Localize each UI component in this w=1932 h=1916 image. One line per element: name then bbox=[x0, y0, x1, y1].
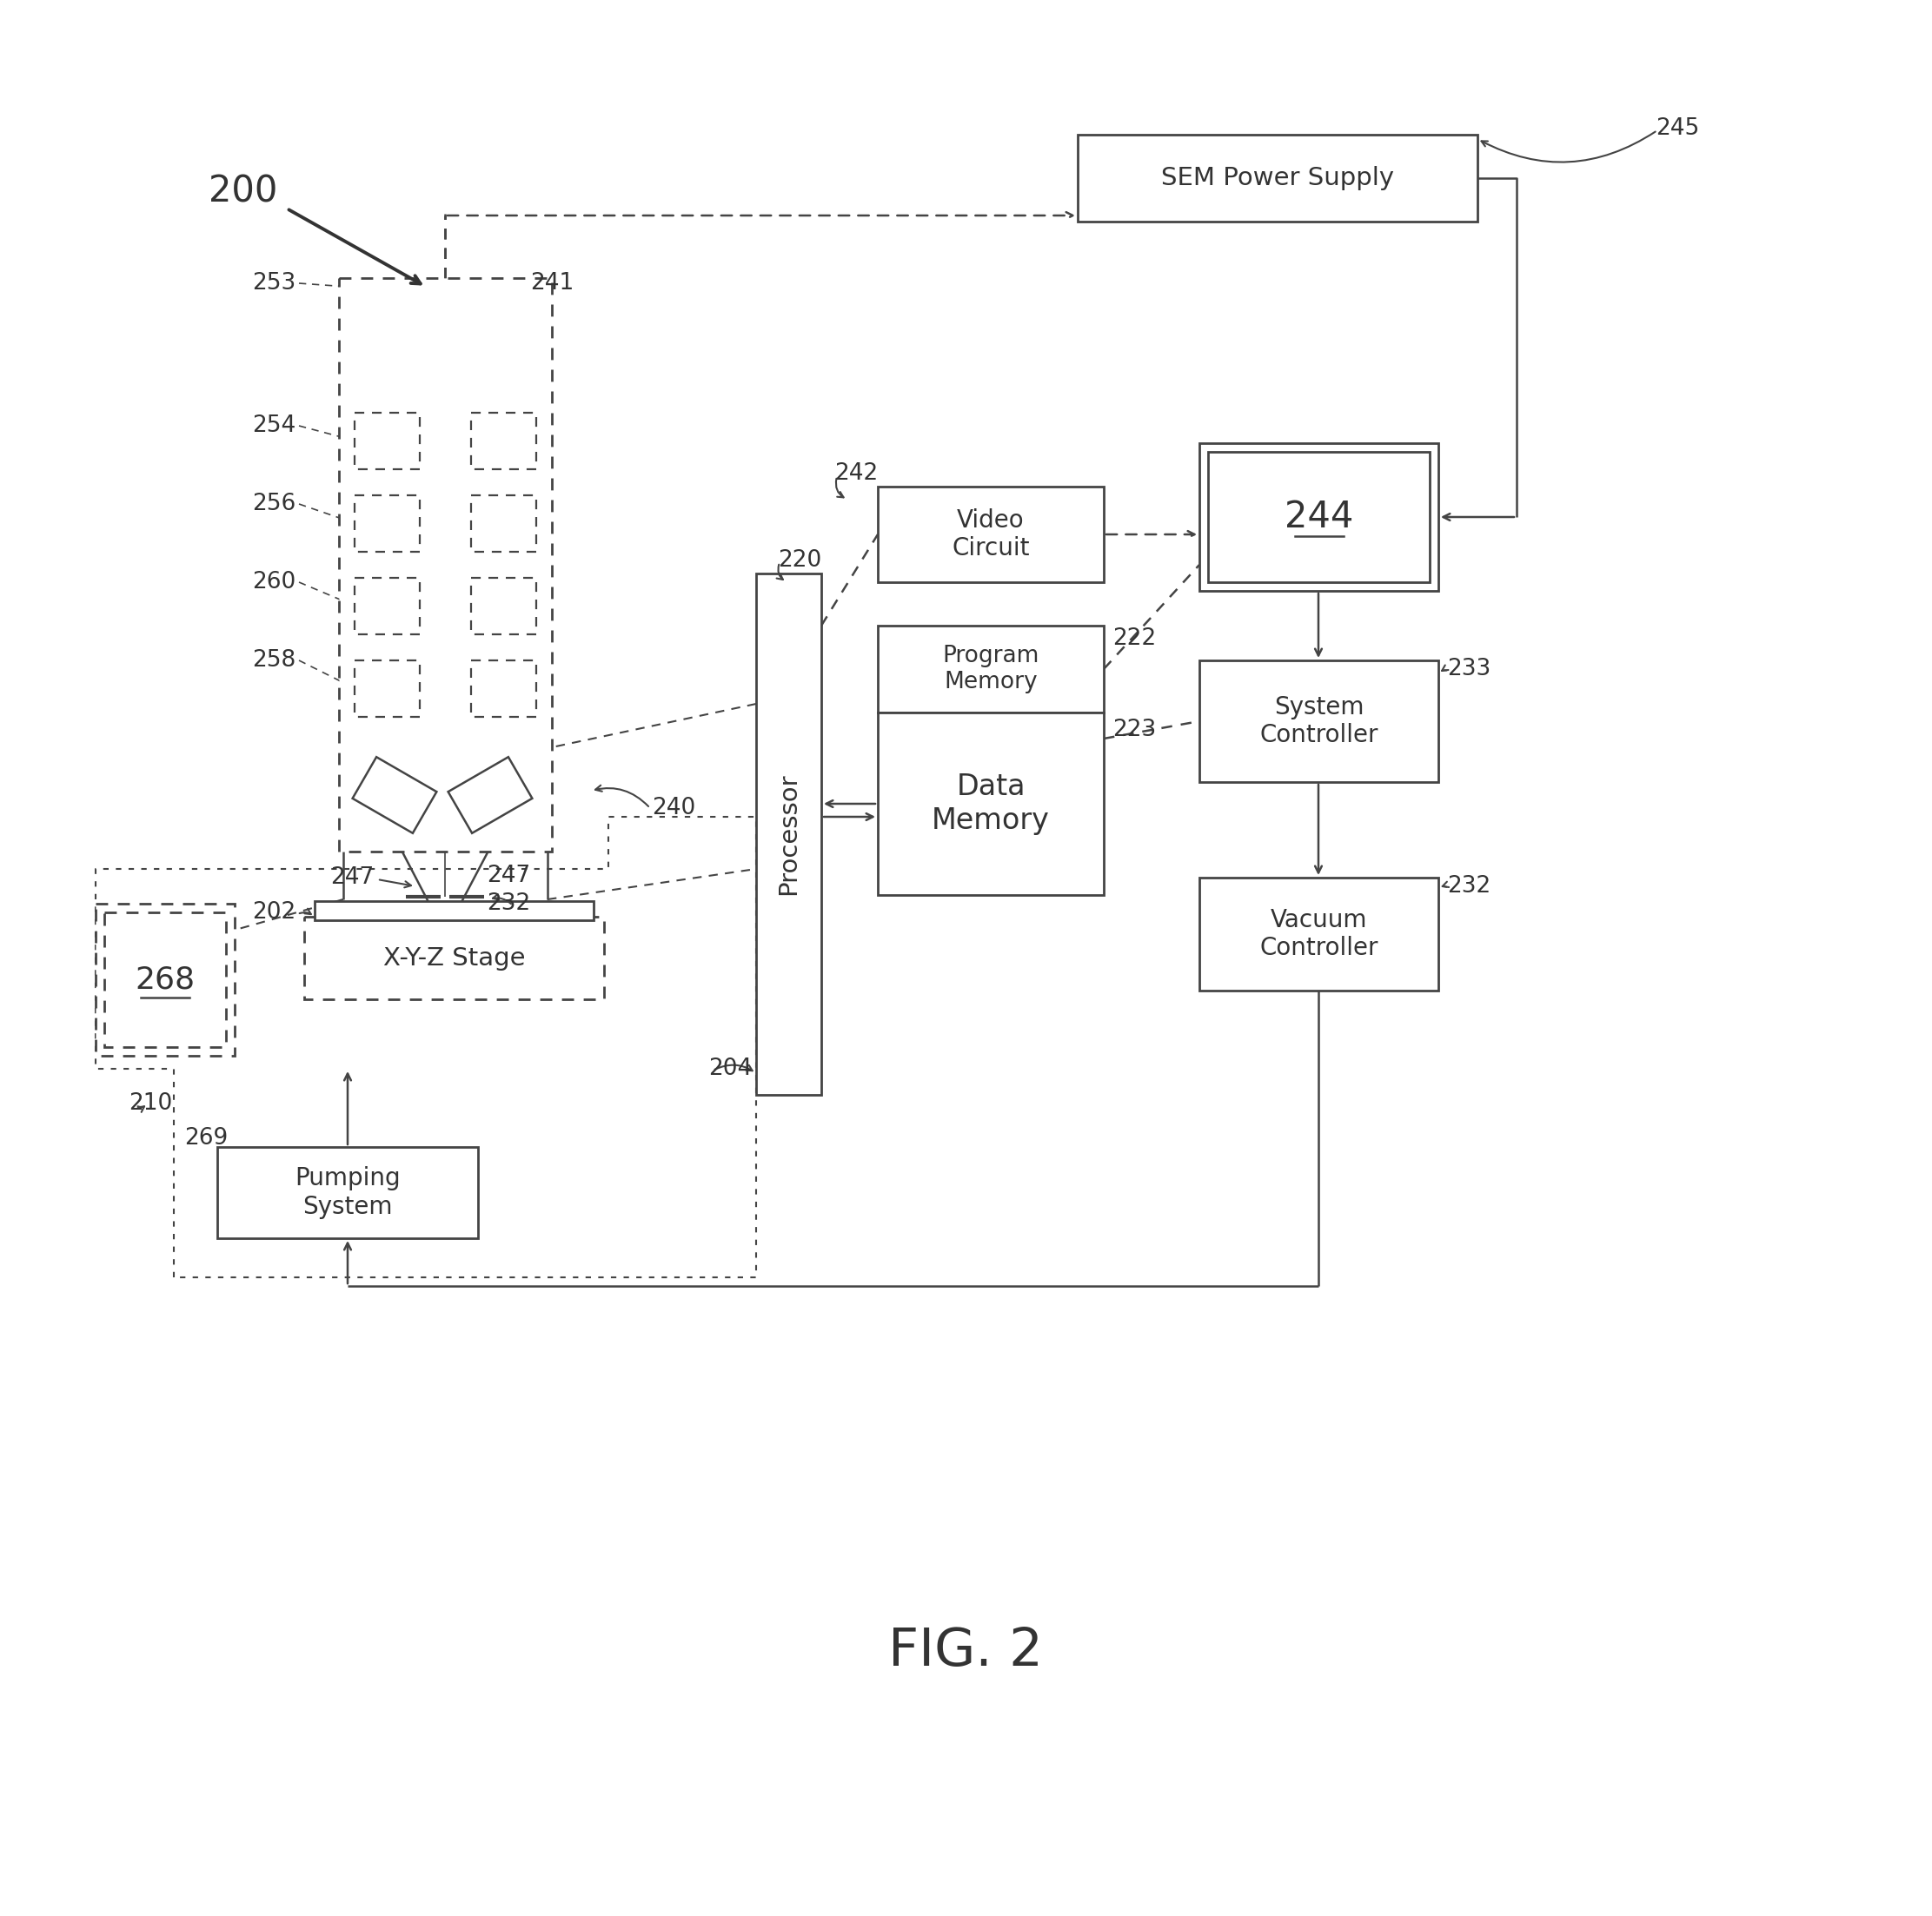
Bar bbox=[1200, 878, 1437, 991]
Text: SEM Power Supply: SEM Power Supply bbox=[1161, 167, 1395, 190]
Text: System
Controller: System Controller bbox=[1260, 696, 1378, 747]
Text: 222: 222 bbox=[1113, 627, 1155, 650]
Bar bbox=[755, 573, 821, 1094]
Bar bbox=[315, 901, 593, 920]
Bar bbox=[355, 579, 419, 634]
Bar bbox=[104, 912, 226, 1046]
Bar bbox=[471, 496, 537, 552]
Text: 256: 256 bbox=[251, 492, 296, 515]
Text: Data
Memory: Data Memory bbox=[931, 772, 1049, 835]
Bar bbox=[338, 278, 553, 851]
Text: 254: 254 bbox=[251, 414, 296, 437]
Text: 220: 220 bbox=[779, 550, 821, 571]
Text: Program
Memory: Program Memory bbox=[943, 646, 1039, 694]
Bar bbox=[1208, 452, 1430, 582]
Bar bbox=[1200, 661, 1437, 782]
Text: 210: 210 bbox=[129, 1092, 172, 1115]
Bar bbox=[355, 661, 419, 717]
Bar bbox=[1078, 134, 1478, 222]
Text: Vacuum
Controller: Vacuum Controller bbox=[1260, 908, 1378, 960]
Text: X-Y-Z Stage: X-Y-Z Stage bbox=[383, 947, 526, 969]
Text: 247: 247 bbox=[330, 866, 373, 889]
Text: 247: 247 bbox=[487, 864, 531, 887]
Text: 260: 260 bbox=[251, 571, 296, 594]
Bar bbox=[877, 713, 1103, 895]
Text: 200: 200 bbox=[209, 172, 278, 209]
Text: 245: 245 bbox=[1656, 117, 1700, 140]
Bar bbox=[471, 661, 537, 717]
Text: 223: 223 bbox=[1113, 718, 1155, 741]
Text: 242: 242 bbox=[835, 462, 877, 485]
Bar bbox=[471, 412, 537, 469]
Text: 258: 258 bbox=[251, 650, 296, 673]
Bar bbox=[877, 487, 1103, 582]
Text: 232: 232 bbox=[487, 893, 531, 916]
Bar bbox=[877, 627, 1103, 713]
Text: FIG. 2: FIG. 2 bbox=[889, 1625, 1043, 1676]
Text: 253: 253 bbox=[251, 272, 296, 295]
Bar bbox=[95, 904, 234, 1056]
Polygon shape bbox=[448, 757, 531, 833]
Bar bbox=[303, 916, 605, 1000]
Text: 240: 240 bbox=[651, 797, 696, 820]
Text: 241: 241 bbox=[529, 272, 574, 295]
Text: 268: 268 bbox=[135, 966, 195, 994]
Text: Video
Circuit: Video Circuit bbox=[952, 508, 1030, 561]
Text: 202: 202 bbox=[251, 901, 296, 924]
Text: 269: 269 bbox=[184, 1127, 228, 1150]
Text: 233: 233 bbox=[1447, 657, 1492, 680]
Text: Pumping
System: Pumping System bbox=[296, 1167, 400, 1219]
Bar bbox=[471, 579, 537, 634]
Text: Processor: Processor bbox=[777, 772, 802, 895]
Bar bbox=[355, 412, 419, 469]
Text: 204: 204 bbox=[709, 1058, 752, 1081]
Bar bbox=[355, 496, 419, 552]
Text: 244: 244 bbox=[1285, 498, 1352, 535]
Text: 232: 232 bbox=[1447, 876, 1492, 897]
Polygon shape bbox=[352, 757, 437, 833]
Bar bbox=[1200, 443, 1437, 590]
Bar bbox=[216, 1148, 477, 1238]
